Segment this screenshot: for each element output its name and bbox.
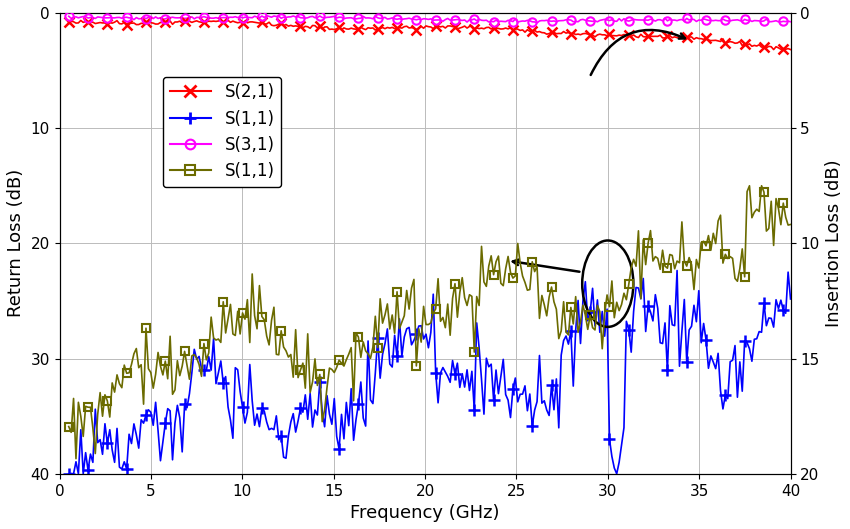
Legend: S(2,1), S(1,1), S(3,1), S(1,1): S(2,1), S(1,1), S(3,1), S(1,1)	[163, 77, 281, 187]
X-axis label: Frequency (GHz): Frequency (GHz)	[350, 504, 500, 522]
Y-axis label: Insertion Loss (dB): Insertion Loss (dB)	[825, 160, 843, 327]
Y-axis label: Return Loss (dB): Return Loss (dB)	[7, 169, 25, 317]
